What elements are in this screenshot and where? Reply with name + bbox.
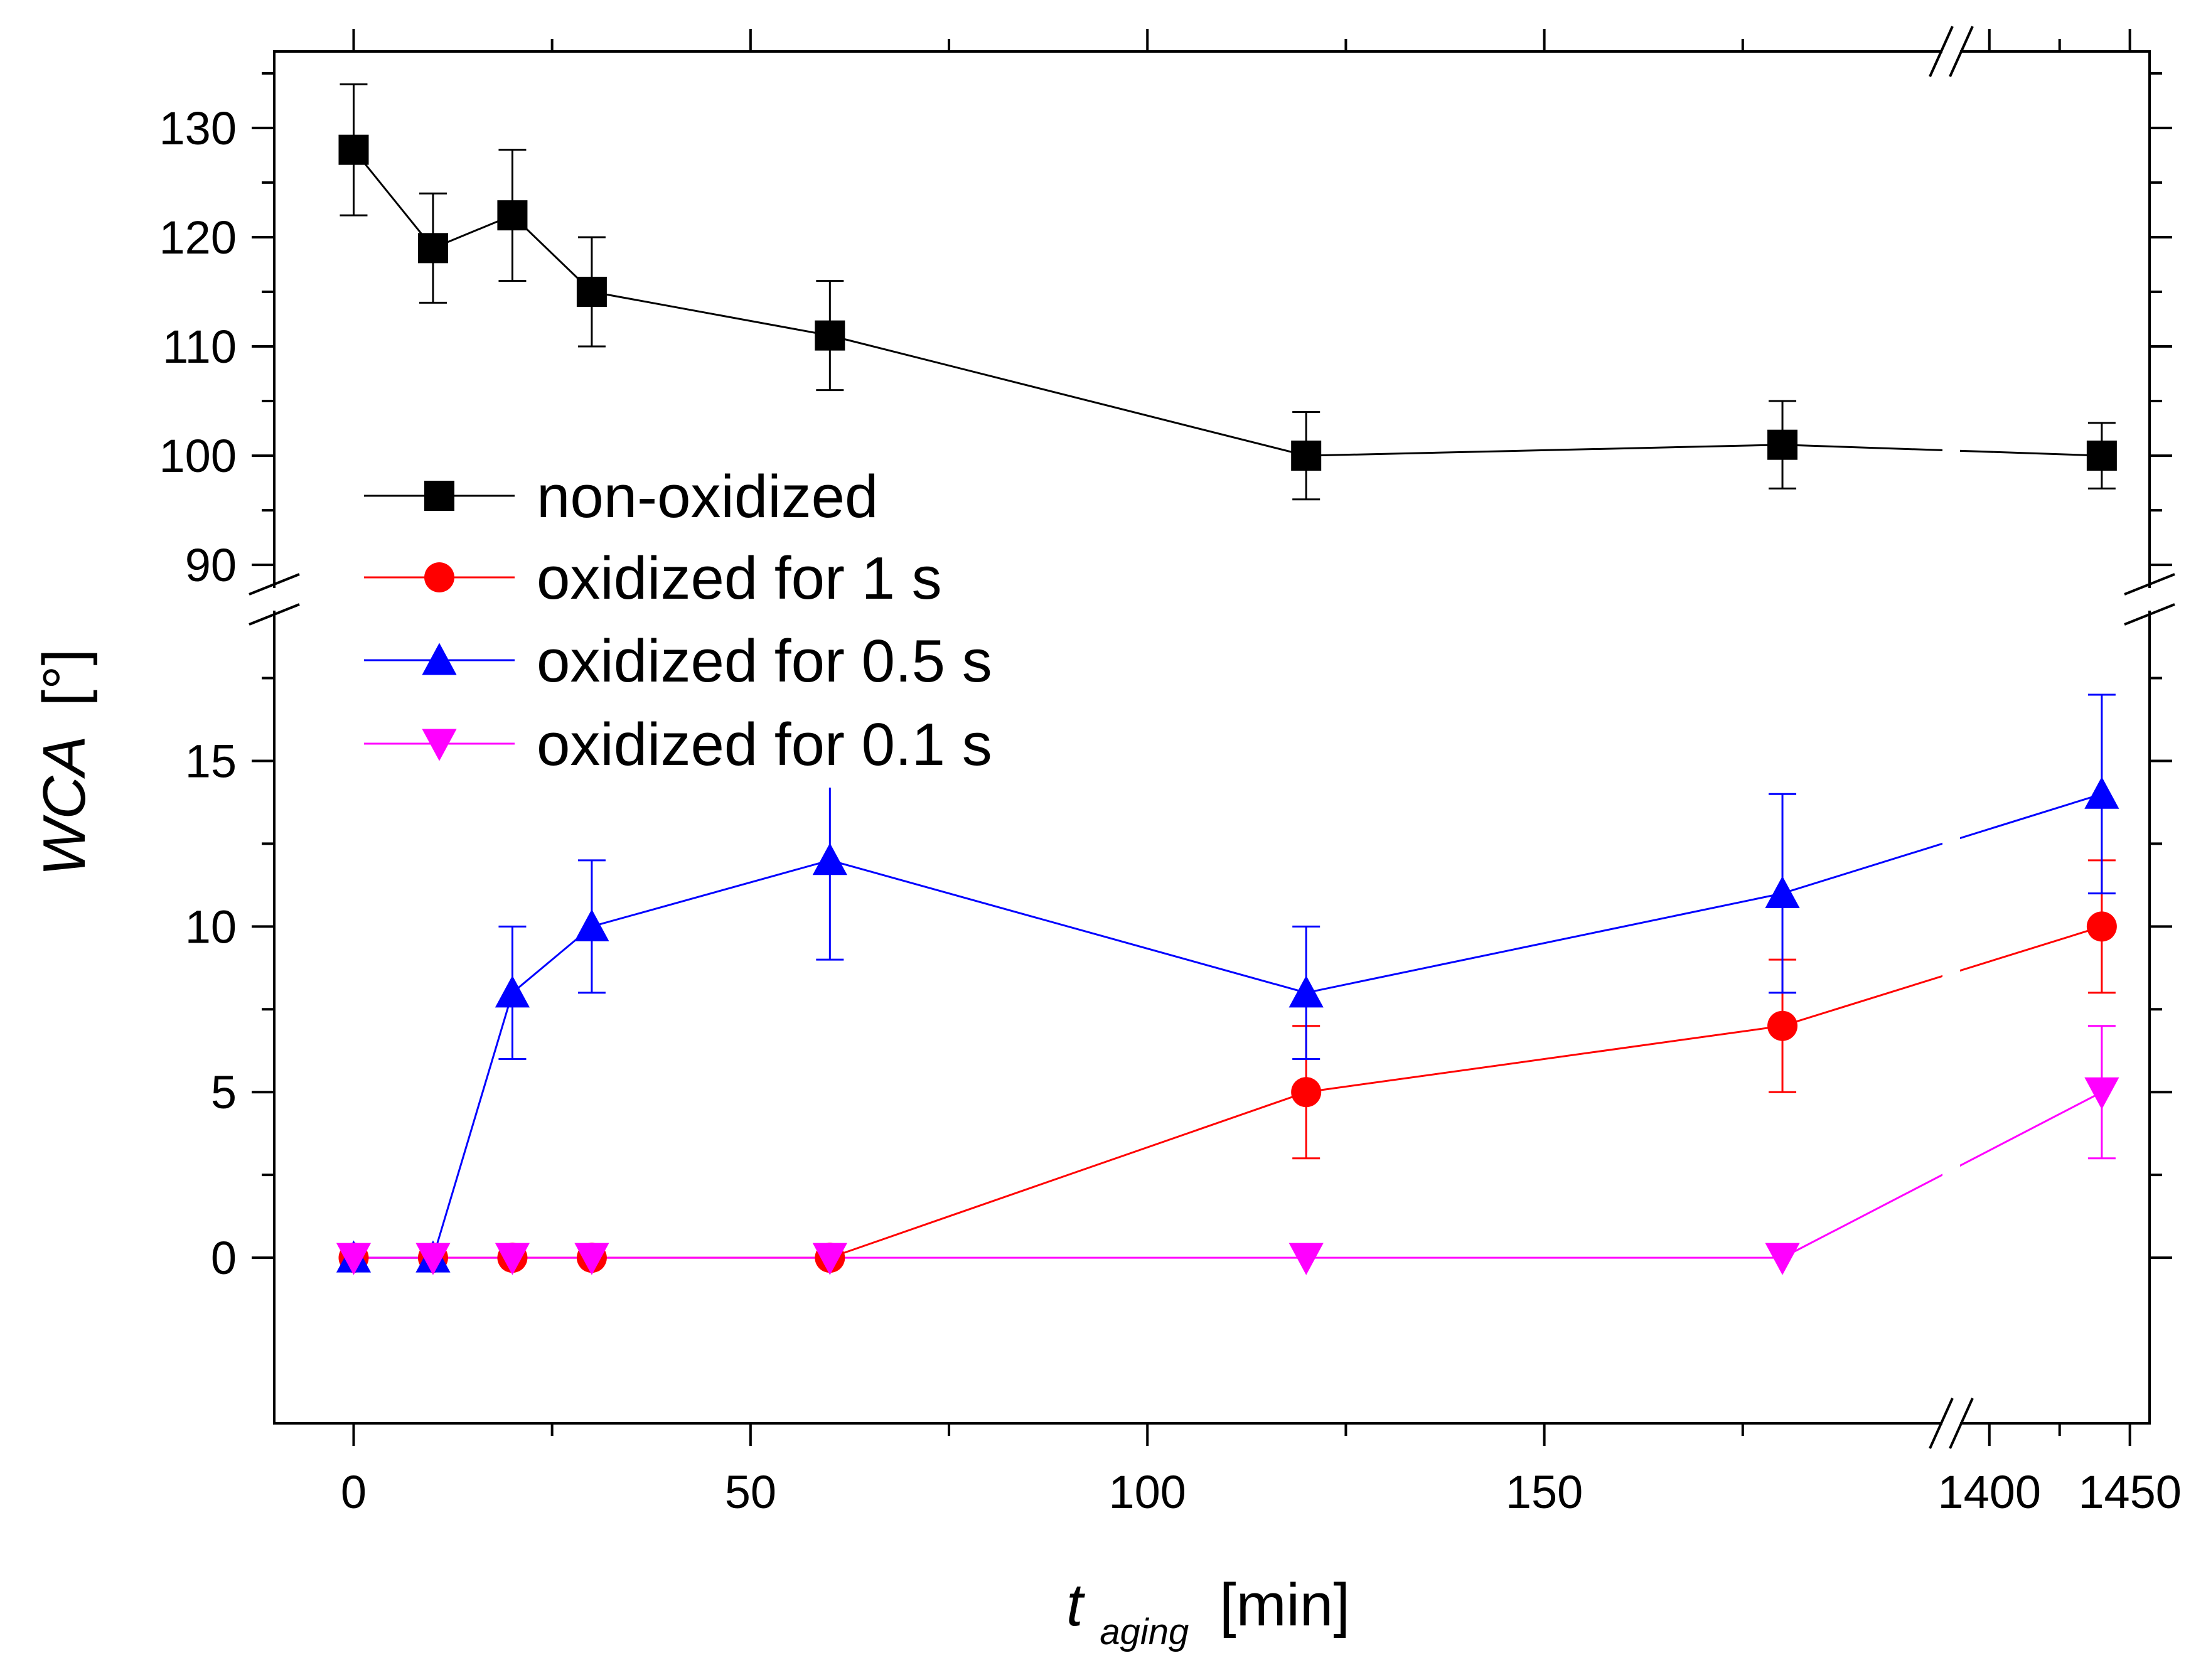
series-line-segment: [829, 859, 1307, 994]
data-point: [1291, 1077, 1322, 1108]
series-line-segment: [1782, 444, 2102, 457]
series-markers-2: [336, 776, 2119, 1273]
x-break-mark: [1929, 26, 1954, 77]
y-break-gap: [2146, 588, 2153, 611]
series-markers-3: [336, 1077, 2119, 1275]
data-point: [2084, 776, 2119, 809]
data-point: [2084, 1077, 2119, 1110]
y-break-mark: [249, 573, 300, 596]
legend-entry: oxidized for 0.5 s: [364, 628, 992, 695]
x-break-gap: [1942, 53, 1960, 1422]
series-line-segment: [353, 149, 434, 249]
y-break-mark: [249, 603, 300, 626]
y-tick-label: 90: [185, 539, 237, 591]
y-break-mark: [2124, 603, 2175, 626]
legend-marker: [422, 729, 457, 761]
data-point: [1288, 975, 1324, 1008]
legend-entry: oxidized for 1 s: [364, 545, 942, 612]
y-tick-label: 15: [185, 735, 237, 787]
series-line-segment: [829, 334, 1307, 457]
x-tick-label: 50: [725, 1466, 776, 1518]
y-break-mark: [2124, 573, 2175, 596]
series-line-segment: [1782, 925, 2102, 1027]
data-point: [495, 1243, 530, 1275]
data-point: [574, 1243, 609, 1275]
x-break-mark: [1949, 1398, 1974, 1449]
data-point: [812, 843, 847, 875]
y-tick-label: 120: [159, 211, 237, 264]
x-break-gap: [1942, 1420, 1960, 1427]
y-axis-var: WCA: [31, 736, 98, 876]
legend-entry: non-oxidized: [364, 463, 878, 530]
y-tick-label: 10: [185, 901, 237, 953]
x-axis-unit: [min]: [1219, 1571, 1350, 1639]
data-point: [497, 200, 528, 231]
series-line-segment: [1306, 444, 1783, 457]
x-axis-sub: aging: [1100, 1612, 1189, 1652]
series-3: [353, 1025, 2116, 1259]
data-point: [336, 1243, 372, 1275]
data-point: [815, 320, 845, 351]
legend-label: oxidized for 0.5 s: [537, 628, 992, 695]
x-tick-label: 1450: [2078, 1466, 2182, 1518]
legend-label: oxidized for 1 s: [537, 545, 942, 612]
x-break-gap: [1942, 48, 1960, 55]
series-line-segment: [1305, 1025, 1783, 1093]
y-tick-label: 110: [163, 321, 237, 373]
legend-marker: [422, 643, 457, 675]
x-tick-label: 150: [1506, 1466, 1583, 1518]
data-point: [415, 1243, 451, 1275]
series-line-segment: [829, 1091, 1307, 1259]
data-point: [574, 909, 609, 941]
data-point: [338, 134, 369, 165]
data-point: [1291, 441, 1322, 471]
x-tick-label: 1400: [1937, 1466, 2041, 1518]
y-axis-title: WCA [°]: [31, 649, 98, 876]
series-markers-1: [338, 911, 2117, 1273]
data-point: [495, 975, 530, 1008]
data-point: [417, 233, 448, 264]
data-point: [576, 276, 607, 307]
x-tick-label: 100: [1109, 1466, 1186, 1518]
y-tick-label: 5: [211, 1066, 237, 1118]
legend-label: oxidized for 0.1 s: [537, 711, 992, 778]
legend-marker: [424, 562, 454, 592]
y-axis-unit: [°]: [31, 649, 98, 707]
x-axis-title: t aging [min]: [1066, 1571, 1350, 1657]
x-tick-label: 0: [341, 1466, 367, 1518]
data-point: [812, 1243, 847, 1275]
series-line-segment: [1305, 892, 1783, 994]
legend-background: [351, 449, 1079, 788]
data-point: [1765, 1243, 1800, 1275]
series-line-segment: [1782, 1091, 2102, 1259]
series-markers-0: [338, 134, 2117, 471]
data-point: [2086, 911, 2117, 942]
data-point: [1767, 429, 1798, 460]
y-tick-label: 130: [159, 102, 237, 154]
legend-marker: [424, 481, 454, 511]
data-point: [1767, 1010, 1798, 1041]
x-axis-var: t: [1066, 1571, 1085, 1639]
x-break-mark: [1929, 1398, 1954, 1449]
data-point: [2086, 441, 2117, 471]
series-line-segment: [1782, 793, 2102, 895]
plot-frame: [273, 50, 2151, 1425]
series-line-segment: [591, 291, 830, 337]
legend-label: non-oxidized: [537, 463, 878, 530]
data-point: [1765, 875, 1800, 909]
x-break-mark: [1949, 26, 1974, 77]
y-tick-label: 100: [159, 430, 237, 482]
y-break-gap: [270, 588, 278, 611]
data-point: [1288, 1243, 1324, 1275]
y-tick-label: 0: [211, 1232, 237, 1284]
series-line-segment: [432, 992, 513, 1258]
series-line-segment: [591, 859, 830, 928]
legend-entry: oxidized for 0.1 s: [364, 711, 992, 778]
